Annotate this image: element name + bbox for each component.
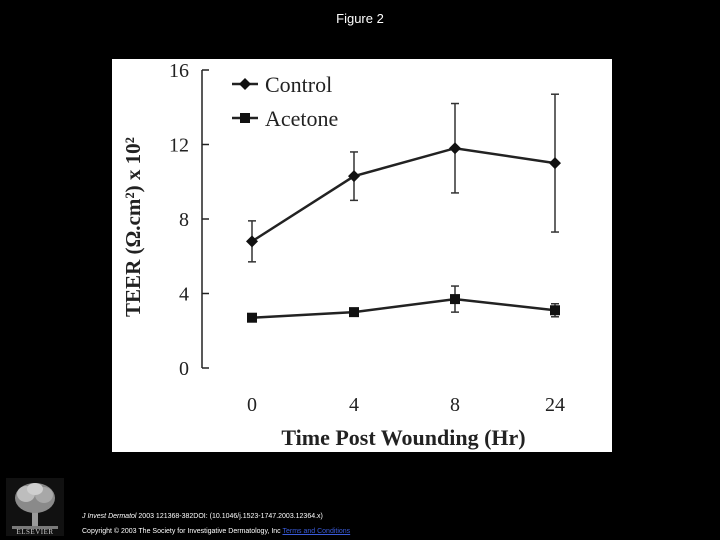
legend-marker [240,113,250,123]
x-tick-label: 0 [247,394,257,416]
journal-name: J Invest Dermatol [82,513,137,520]
copyright-text: Copyright © 2003 The Society for Investi… [82,528,283,535]
data-point-control [246,235,258,248]
legend-label-acetone: Acetone [265,106,338,131]
y-tick-label: 8 [179,209,189,231]
y-tick-label: 16 [169,60,189,82]
citation: J Invest Dermatol 2003 121368-382DOI: (1… [82,513,323,520]
series-line-control [251,146,556,243]
terms-and-conditions-link[interactable]: Terms and Conditions [282,528,351,535]
data-point-acetone [247,312,257,323]
figure-title: Figure 2 [336,11,384,26]
x-tick-label: 4 [349,394,359,416]
x-axis-label: Time Post Wounding (Hr) [281,425,525,450]
data-point-acetone [450,294,460,305]
y-axis-label: TEER (Ω.cm²) x 10² [121,137,145,317]
y-tick-label: 0 [179,358,189,380]
x-tick-label: 8 [450,394,460,416]
legend-label-control: Control [265,72,332,97]
data-point-acetone [349,307,359,318]
data-point-acetone [550,305,560,316]
x-tick-label: 24 [545,394,565,416]
data-point-control [348,170,360,183]
series-line-acetone [251,297,556,319]
elsevier-logo-text: ELSEVIER [16,528,54,536]
y-tick-label: 4 [179,284,189,306]
copyright: Copyright © 2003 The Society for Investi… [82,528,350,535]
chart-panel: 0 4 8 12 16 0 4 8 24 Time Post Wounding (Hr) TEER … [112,59,612,452]
data-point-control [449,142,461,155]
citation-details: 2003 121368-382DOI: (10.1046/j.1523-1747… [136,513,323,520]
y-tick-label: 12 [169,135,189,157]
legend-marker [239,78,251,90]
data-point-control [549,157,561,170]
elsevier-logo-icon [6,478,64,536]
line-chart: 0 4 8 12 16 0 4 8 24 Time Post Wounding (Hr) TEER … [121,60,565,450]
